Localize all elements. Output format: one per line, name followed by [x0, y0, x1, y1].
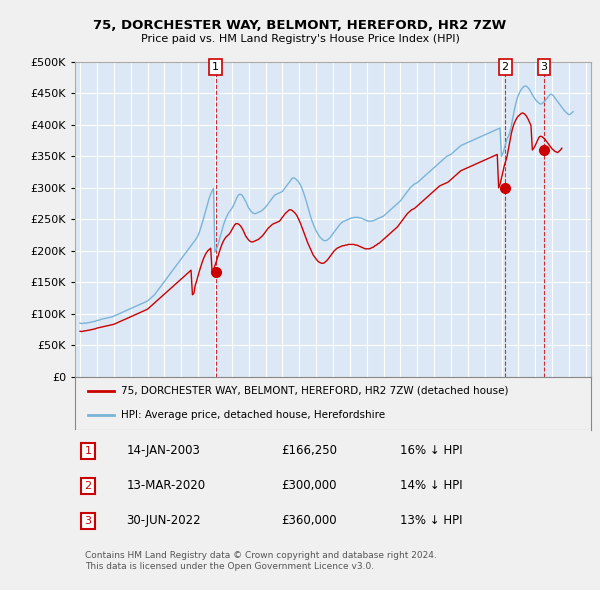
- Text: 1: 1: [85, 445, 91, 455]
- Text: 75, DORCHESTER WAY, BELMONT, HEREFORD, HR2 7ZW (detached house): 75, DORCHESTER WAY, BELMONT, HEREFORD, H…: [121, 386, 509, 396]
- Text: HPI: Average price, detached house, Herefordshire: HPI: Average price, detached house, Here…: [121, 410, 386, 420]
- Text: 3: 3: [85, 516, 91, 526]
- Text: 30-JUN-2022: 30-JUN-2022: [127, 514, 201, 527]
- Text: 16% ↓ HPI: 16% ↓ HPI: [400, 444, 463, 457]
- Text: 13-MAR-2020: 13-MAR-2020: [127, 479, 206, 492]
- Text: £300,000: £300,000: [281, 479, 337, 492]
- Text: Price paid vs. HM Land Registry's House Price Index (HPI): Price paid vs. HM Land Registry's House …: [140, 34, 460, 44]
- Text: 1: 1: [212, 62, 219, 72]
- Text: 2: 2: [85, 481, 91, 491]
- Text: 14-JAN-2003: 14-JAN-2003: [127, 444, 200, 457]
- Text: 2: 2: [502, 62, 509, 72]
- Text: £166,250: £166,250: [281, 444, 337, 457]
- Text: 3: 3: [540, 62, 547, 72]
- Text: 13% ↓ HPI: 13% ↓ HPI: [400, 514, 463, 527]
- Text: 14% ↓ HPI: 14% ↓ HPI: [400, 479, 463, 492]
- Text: £360,000: £360,000: [281, 514, 337, 527]
- Text: Contains HM Land Registry data © Crown copyright and database right 2024.
This d: Contains HM Land Registry data © Crown c…: [85, 552, 437, 571]
- Text: 75, DORCHESTER WAY, BELMONT, HEREFORD, HR2 7ZW: 75, DORCHESTER WAY, BELMONT, HEREFORD, H…: [94, 19, 506, 32]
